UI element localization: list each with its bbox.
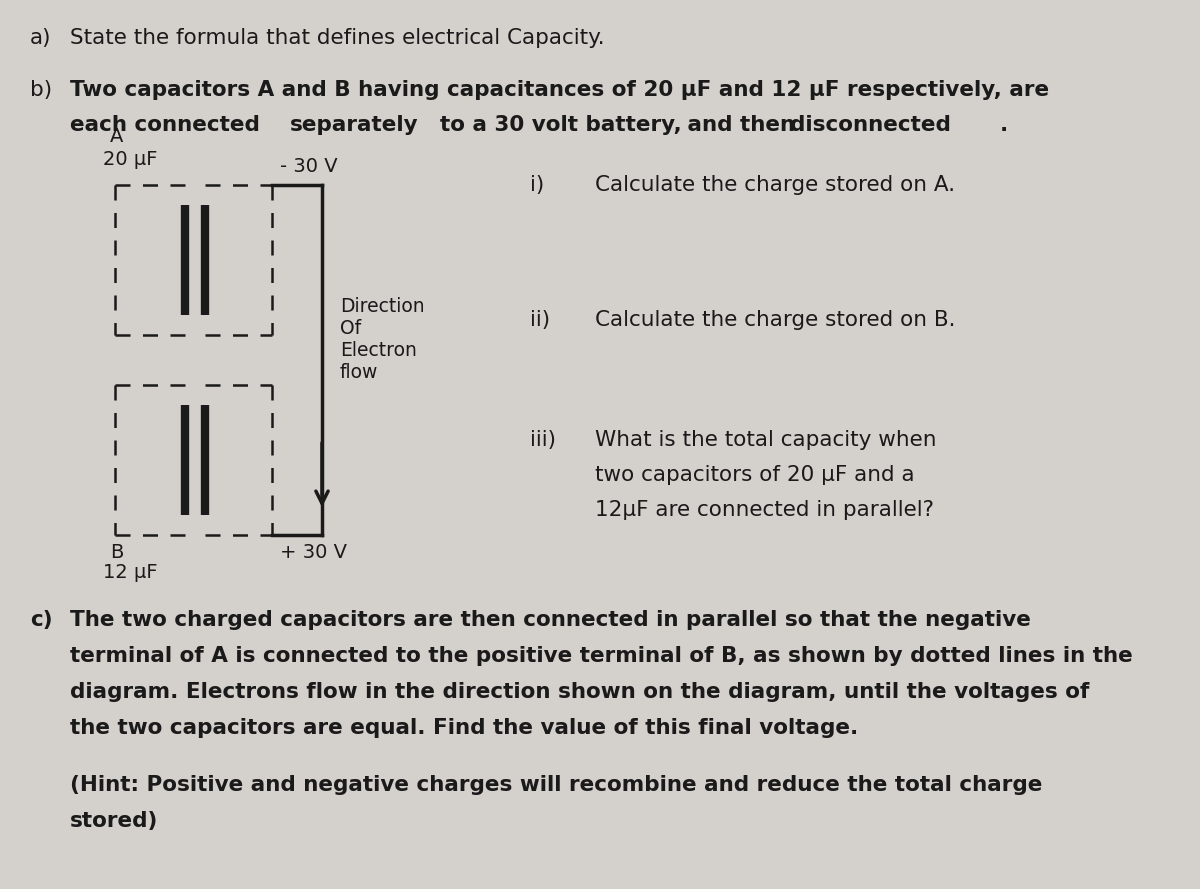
- Text: a): a): [30, 28, 52, 48]
- Text: Direction
Of
Electron
flow: Direction Of Electron flow: [340, 298, 425, 382]
- Text: diagram. Electrons flow in the direction shown on the diagram, until the voltage: diagram. Electrons flow in the direction…: [70, 682, 1090, 702]
- Text: 12 μF: 12 μF: [103, 563, 157, 582]
- Text: State the formula that defines electrical Capacity.: State the formula that defines electrica…: [70, 28, 605, 48]
- Text: the two capacitors are equal. Find the value of this final voltage.: the two capacitors are equal. Find the v…: [70, 718, 858, 738]
- Text: stored): stored): [70, 811, 158, 831]
- Text: + 30 V: + 30 V: [280, 543, 347, 562]
- Text: 20 μF: 20 μF: [103, 150, 157, 169]
- Text: Calculate the charge stored on B.: Calculate the charge stored on B.: [595, 310, 955, 330]
- Text: 12μF are connected in parallel?: 12μF are connected in parallel?: [595, 500, 934, 520]
- Text: iii): iii): [530, 430, 556, 450]
- Text: disconnected: disconnected: [790, 115, 950, 135]
- Text: b): b): [30, 80, 52, 100]
- Text: Two capacitors A and B having capacitances of 20 μF and 12 μF respectively, are: Two capacitors A and B having capacitanc…: [70, 80, 1049, 100]
- Text: What is the total capacity when: What is the total capacity when: [595, 430, 936, 450]
- Text: two capacitors of 20 μF and a: two capacitors of 20 μF and a: [595, 465, 914, 485]
- Text: c): c): [30, 610, 53, 630]
- Text: B: B: [110, 543, 124, 562]
- Text: separately: separately: [290, 115, 419, 135]
- Text: - 30 V: - 30 V: [280, 157, 337, 176]
- Text: A: A: [110, 127, 124, 146]
- Text: each connected: each connected: [70, 115, 268, 135]
- Text: The two charged capacitors are then connected in parallel so that the negative: The two charged capacitors are then conn…: [70, 610, 1031, 630]
- Text: (Hint: Positive and negative charges will recombine and reduce the total charge: (Hint: Positive and negative charges wil…: [70, 775, 1043, 795]
- Text: and then: and then: [680, 115, 803, 135]
- Text: to a 30 volt battery,: to a 30 volt battery,: [440, 115, 682, 135]
- Text: .: .: [1000, 115, 1008, 135]
- Text: i): i): [530, 175, 545, 195]
- Text: terminal of A is connected to the positive terminal of B, as shown by dotted lin: terminal of A is connected to the positi…: [70, 646, 1133, 666]
- Text: Calculate the charge stored on A.: Calculate the charge stored on A.: [595, 175, 955, 195]
- Text: ii): ii): [530, 310, 550, 330]
